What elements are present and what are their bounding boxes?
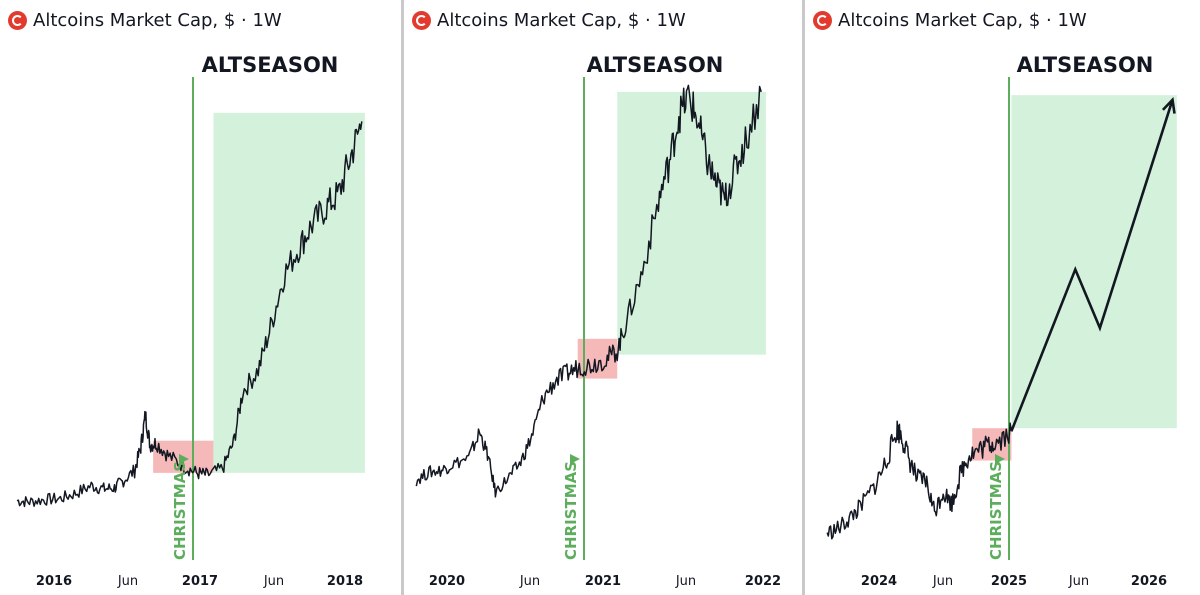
altseason-label: ALTSEASON: [587, 53, 724, 77]
panel-divider: [401, 0, 404, 595]
christmas-label: CHRISTMAS: [171, 461, 189, 560]
chart-canvas: ALTSEASON CHRISTMAS 2016 Jun 2017 Jun 2018: [16, 53, 365, 589]
chart-header: Altcoins Market Cap, $ · 1W: [412, 9, 686, 31]
x-tick-label: 2020: [429, 574, 465, 589]
x-tick-label: Jun: [519, 574, 540, 589]
chart-header: Altcoins Market Cap, $ · 1W: [813, 9, 1087, 31]
x-tick-label: Jun: [263, 574, 284, 589]
projection-line: [1010, 99, 1174, 432]
chart-panel-2020-2022: Altcoins Market Cap, $ · 1W ALTSEASON CHR…: [404, 0, 802, 595]
price-line: [415, 84, 762, 498]
x-tick-label: 2025: [991, 574, 1027, 589]
chart-panel-2016-2018: Altcoins Market Cap, $ · 1W ALTSEASON CHR…: [0, 0, 401, 595]
x-tick-label: 2026: [1131, 574, 1167, 589]
altseason-label: ALTSEASON: [1017, 53, 1154, 77]
chart-canvas: ALTSEASON CHRISTMAS 2024 Jun 2025 Jun 2026: [826, 53, 1177, 589]
x-tick-label: 2024: [861, 574, 897, 589]
price-line: [826, 420, 1013, 540]
logo-icon: [412, 10, 431, 30]
altseason-zone: [1011, 95, 1177, 429]
panel-divider: [802, 0, 805, 595]
christmas-tree-icon: [179, 454, 189, 464]
chart-title: Altcoins Market Cap, $ · 1W: [838, 9, 1087, 31]
chart-title: Altcoins Market Cap, $ · 1W: [437, 9, 686, 31]
christmas-label: CHRISTMAS: [562, 461, 580, 560]
christmas-tree-icon: [995, 454, 1005, 464]
x-tick-label: Jun: [1068, 574, 1089, 589]
x-tick-label: Jun: [932, 574, 953, 589]
chart-panel-2024-2026: Altcoins Market Cap, $ · 1W ALTSEASON CHR…: [805, 0, 1200, 595]
chart-canvas: ALTSEASON CHRISTMAS 2020 Jun 2021 Jun 2022: [415, 53, 781, 589]
price-line: [16, 121, 363, 508]
altseason-zone: [617, 91, 766, 355]
x-tick-label: 2017: [182, 574, 218, 589]
altseason-label: ALTSEASON: [202, 53, 339, 77]
projection-arrowhead: [1161, 96, 1176, 114]
christmas-label: CHRISTMAS: [987, 461, 1005, 560]
x-tick-label: 2021: [585, 574, 621, 589]
x-tick-label: Jun: [117, 574, 138, 589]
altseason-zone: [213, 112, 365, 473]
x-tick-label: Jun: [675, 574, 696, 589]
christmas-tree-icon: [570, 454, 580, 464]
x-tick-label: 2016: [36, 574, 72, 589]
x-tick-label: 2018: [327, 574, 363, 589]
x-tick-label: 2022: [745, 574, 781, 589]
chart-header: Altcoins Market Cap, $ · 1W: [8, 9, 282, 31]
chart-title: Altcoins Market Cap, $ · 1W: [33, 9, 282, 31]
logo-icon: [8, 10, 27, 30]
logo-icon: [813, 10, 832, 30]
